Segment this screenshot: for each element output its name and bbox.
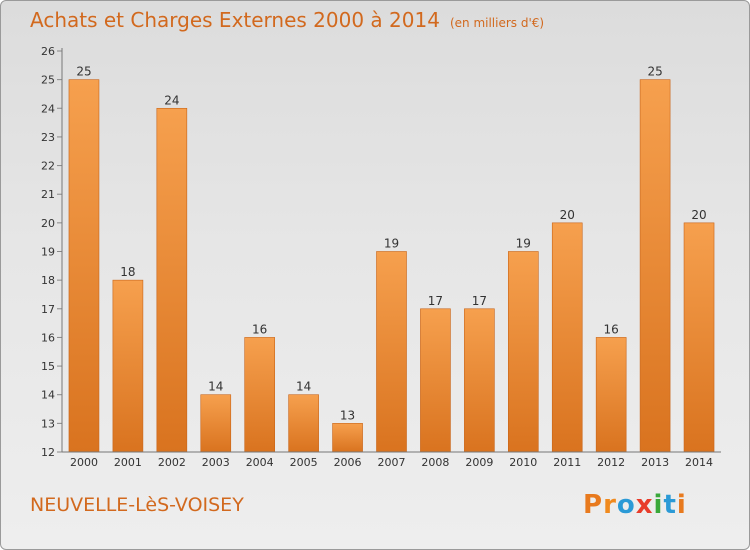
x-tick-label: 2004	[246, 456, 274, 469]
x-tick-label: 2001	[114, 456, 142, 469]
logo-letter: i	[653, 490, 664, 520]
x-tick-label: 2008	[421, 456, 449, 469]
x-tick-label: 2002	[158, 456, 186, 469]
y-tick-label: 15	[41, 360, 55, 373]
y-tick-label: 16	[41, 331, 55, 344]
y-tick-label: 20	[41, 217, 55, 230]
chart-title-text: Achats et Charges Externes 2000 à 2014	[30, 8, 440, 32]
y-tick-label: 17	[41, 303, 55, 316]
y-tick-label: 19	[41, 246, 55, 259]
data-label: 24	[164, 93, 179, 107]
y-tick-label: 24	[41, 102, 55, 115]
y-tick-label: 21	[41, 188, 55, 201]
data-label: 16	[252, 322, 267, 336]
data-label: 19	[384, 237, 399, 251]
x-tick-label: 2000	[70, 456, 98, 469]
y-tick-label: 13	[41, 417, 55, 430]
bar	[376, 251, 407, 453]
bar	[507, 251, 539, 453]
bar	[683, 222, 715, 453]
x-tick-label: 2014	[685, 456, 713, 469]
y-tick-label: 22	[41, 160, 55, 173]
logo-letter: t	[663, 490, 677, 520]
proxiti-logo[interactable]: Proxiti	[583, 490, 687, 520]
bar	[420, 308, 451, 453]
logo-letter: r	[603, 490, 617, 520]
x-tick-label: 2003	[202, 456, 230, 469]
bar	[639, 79, 671, 453]
y-tick-label: 18	[41, 274, 55, 287]
logo-letter: o	[616, 490, 636, 520]
y-tick-label: 12	[41, 446, 55, 459]
data-label: 14	[296, 380, 311, 394]
x-tick-label: 2006	[334, 456, 362, 469]
logo-letter: x	[635, 490, 654, 520]
logo-letter: P	[583, 490, 604, 520]
y-tick-label: 25	[41, 74, 55, 87]
x-tick-label: 2010	[509, 456, 537, 469]
data-label: 25	[76, 65, 91, 79]
bar	[156, 107, 188, 453]
x-tick-label: 2007	[378, 456, 406, 469]
x-tick-label: 2012	[597, 456, 625, 469]
data-label: 20	[691, 208, 706, 222]
bar	[288, 394, 319, 453]
x-tick-label: 2009	[465, 456, 493, 469]
chart-title: Achats et Charges Externes 2000 à 2014 (e…	[30, 8, 544, 32]
data-label: 13	[340, 408, 355, 422]
x-tick-label: 2013	[641, 456, 669, 469]
bar	[68, 79, 100, 453]
data-label: 16	[604, 322, 619, 336]
data-label: 14	[208, 380, 223, 394]
data-label: 19	[516, 237, 531, 251]
bar	[595, 337, 627, 453]
bar	[551, 222, 583, 453]
bar	[464, 308, 495, 453]
bar	[244, 337, 275, 453]
x-tick-label: 2005	[290, 456, 318, 469]
bar	[200, 394, 232, 453]
data-label: 17	[428, 294, 443, 308]
data-label: 17	[472, 294, 487, 308]
commune-name: NEUVELLE-LèS-VOISEY	[30, 494, 244, 516]
logo-letter: i	[676, 490, 687, 520]
y-tick-label: 26	[41, 45, 55, 58]
x-tick-label: 2011	[553, 456, 581, 469]
chart-unit: (en milliers d'€)	[449, 16, 545, 30]
y-tick-label: 14	[41, 389, 55, 402]
data-label: 20	[560, 208, 575, 222]
y-tick-label: 23	[41, 131, 55, 144]
bar	[112, 279, 144, 453]
data-label: 25	[647, 65, 662, 79]
data-label: 18	[120, 265, 135, 279]
bar	[332, 423, 363, 453]
